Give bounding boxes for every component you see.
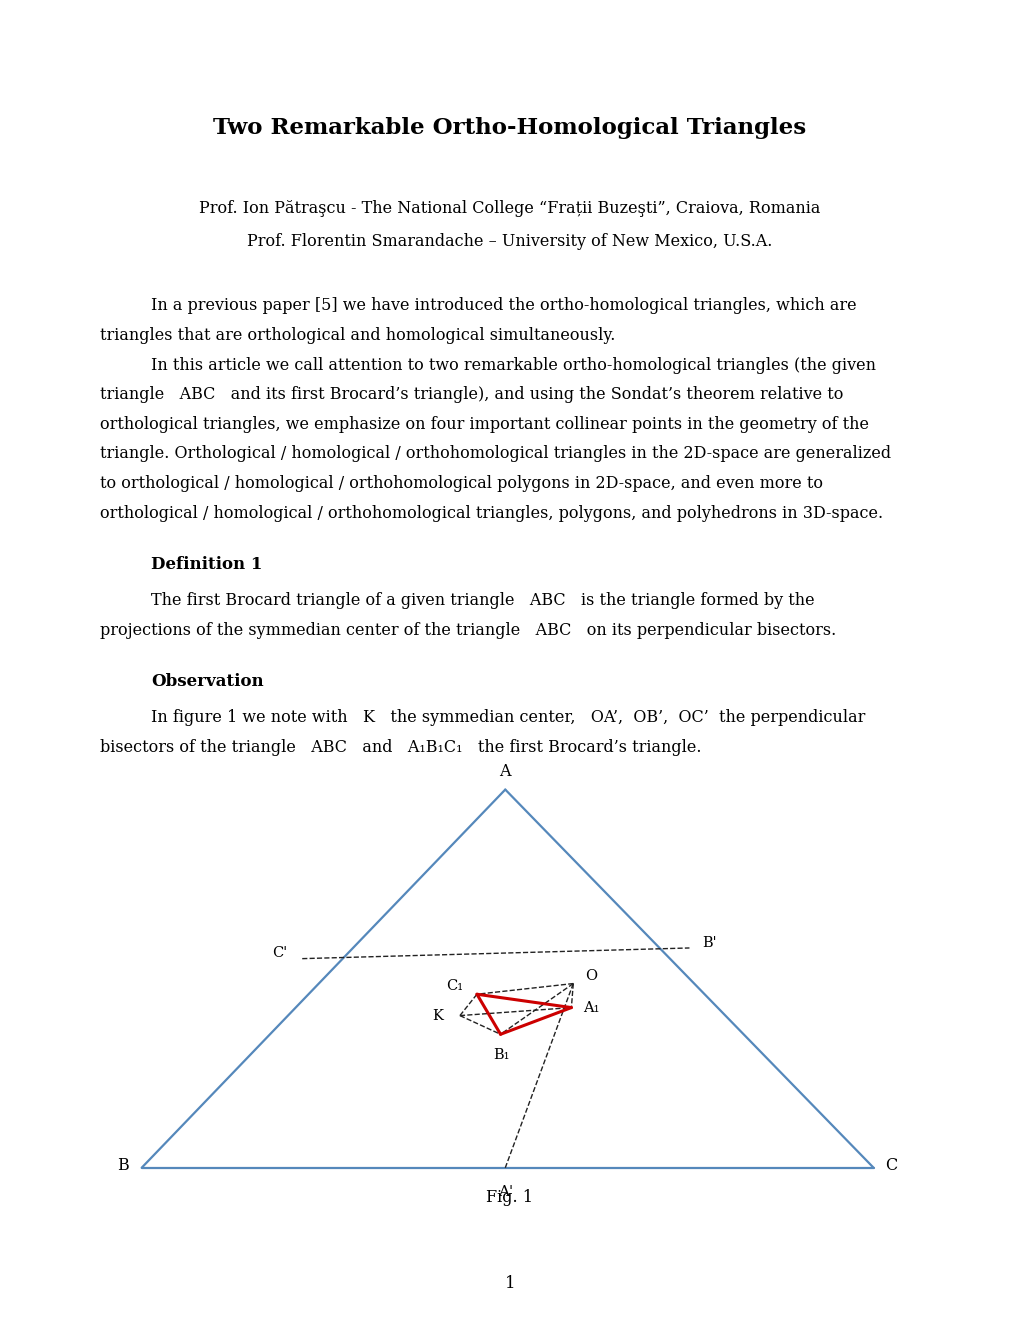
Text: C: C — [883, 1156, 896, 1173]
Text: orthological triangles, we emphasize on four important collinear points in the g: orthological triangles, we emphasize on … — [100, 416, 868, 433]
Text: Prof. Florentin Smarandache – University of New Mexico, U.S.A.: Prof. Florentin Smarandache – University… — [247, 232, 772, 249]
Text: bisectors of the triangle   ABC   and   A₁B₁C₁   the first Brocard’s triangle.: bisectors of the triangle ABC and A₁B₁C₁… — [100, 739, 701, 756]
Text: O: O — [585, 969, 597, 982]
Text: Prof. Ion Pătraşcu - The National College “Frații Buzeşti”, Craiova, Romania: Prof. Ion Pătraşcu - The National Colleg… — [199, 199, 820, 216]
Text: In a previous paper [5] we have introduced the ortho-homological triangles, whic: In a previous paper [5] we have introduc… — [151, 297, 856, 314]
Text: triangle   ABC   and its first Brocard’s triangle), and using the Sondat’s theor: triangle ABC and its first Brocard’s tri… — [100, 387, 843, 403]
Text: triangle. Orthological / homological / orthohomological triangles in the 2D-spac: triangle. Orthological / homological / o… — [100, 445, 891, 462]
Text: Two Remarkable Ortho-Homological Triangles: Two Remarkable Ortho-Homological Triangl… — [213, 117, 806, 139]
Text: B': B' — [702, 936, 716, 949]
Text: The first Brocard triangle of a given triangle   ABC   is the triangle formed by: The first Brocard triangle of a given tr… — [151, 593, 814, 609]
Text: A: A — [499, 763, 511, 780]
Text: 1: 1 — [504, 1275, 515, 1291]
Text: Definition 1: Definition 1 — [151, 556, 262, 573]
Text: K: K — [432, 1008, 442, 1023]
Text: B₁: B₁ — [493, 1048, 510, 1063]
Text: Observation: Observation — [151, 673, 263, 690]
Text: B: B — [117, 1156, 129, 1173]
Text: projections of the symmedian center of the triangle   ABC   on its perpendicular: projections of the symmedian center of t… — [100, 622, 836, 639]
Text: triangles that are orthological and homological simultaneously.: triangles that are orthological and homo… — [100, 327, 614, 345]
Text: orthological / homological / orthohomological triangles, polygons, and polyhedro: orthological / homological / orthohomolo… — [100, 504, 882, 521]
Text: to orthological / homological / orthohomological polygons in 2D-space, and even : to orthological / homological / orthohom… — [100, 475, 822, 492]
Text: C': C' — [272, 946, 287, 961]
Text: A₁: A₁ — [583, 1001, 599, 1015]
Text: Fig. 1: Fig. 1 — [486, 1189, 533, 1206]
Text: C₁: C₁ — [445, 979, 463, 994]
Text: In this article we call attention to two remarkable ortho-homological triangles : In this article we call attention to two… — [151, 356, 875, 374]
Text: In figure 1 we note with   K   the symmedian center,   OA’,  OB’,  OC’  the perp: In figure 1 we note with K the symmedian… — [151, 709, 864, 726]
Text: A': A' — [497, 1184, 513, 1199]
